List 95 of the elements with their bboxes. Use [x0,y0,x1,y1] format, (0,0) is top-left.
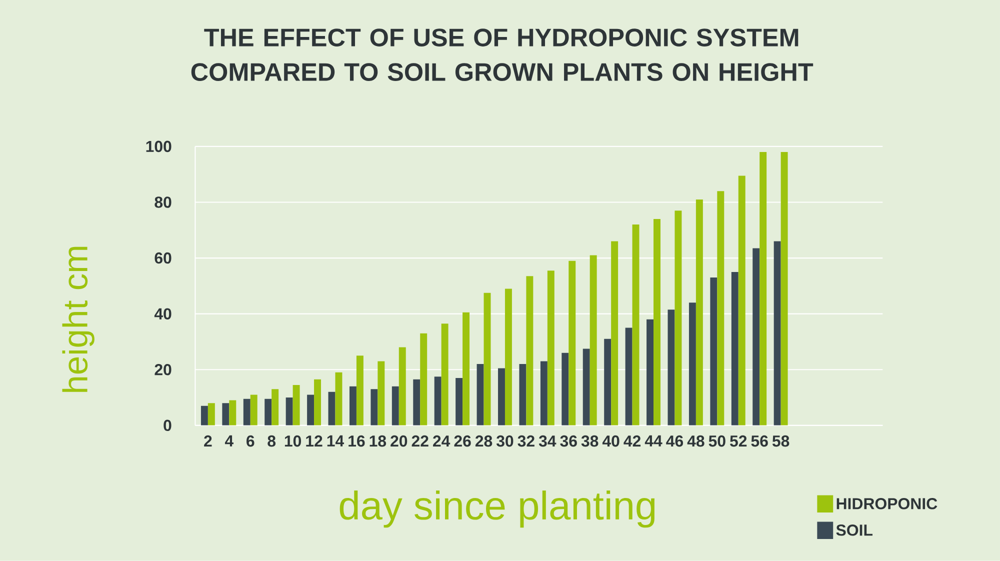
bar [540,361,548,426]
bar [780,152,788,426]
y-tick-label: 20 [154,364,172,376]
bar [272,389,279,426]
bar [200,406,208,426]
x-tick-label: 38 [581,435,598,447]
bar [441,324,448,426]
bar [498,368,505,426]
bar [562,352,569,426]
bar [752,248,760,426]
bar [611,241,618,426]
bar [604,338,612,426]
bar [307,394,314,426]
bar [208,403,215,426]
bar [476,364,484,426]
bar [731,272,738,426]
bar [774,241,781,426]
x-tick-label: 56 [751,435,768,447]
x-tick-label: 6 [246,435,254,447]
x-tick-label: 22 [412,435,428,447]
bar [646,319,654,426]
bar [738,176,746,426]
bar [519,364,526,426]
x-axis-title: day since planting [340,490,655,528]
x-tick-label: 32 [518,435,534,447]
bar [250,394,258,426]
bar [413,379,420,426]
bar [456,378,463,426]
bar [717,191,724,426]
x-tick-label: 50 [708,435,726,447]
legend-label: HIDROPONIC [836,498,938,510]
bar [526,276,534,426]
bar [243,398,250,426]
x-tick-label: 12 [306,435,322,447]
bar [462,312,470,426]
bar [314,379,321,426]
bar [370,389,378,426]
bar [434,376,442,426]
bar [504,288,512,426]
x-tick-label: 46 [666,435,684,447]
bar [378,361,385,426]
bar [547,270,554,426]
bar [398,347,406,426]
x-tick-label: 8 [268,435,276,447]
bar [590,255,597,426]
bar [710,278,718,426]
x-tick-label: 16 [348,435,365,447]
legend-label: SOIL [836,524,872,536]
x-tick-label: 34 [538,435,556,447]
y-tick-label: 80 [154,196,172,208]
bar [222,403,230,426]
bar [264,398,272,426]
bar [668,310,675,426]
chart-title: THE EFFECT OF USE OF HYDROPONIC SYSTEM COMPARED TO SOIL GROWN PLANTS ON HEIGHT [191,28,814,82]
bar [582,348,590,426]
x-tick-label: 48 [687,435,704,447]
x-tick-label: 2 [204,435,212,447]
bar [292,385,300,426]
x-tick-label: 18 [370,435,386,447]
bar [484,292,491,426]
bar [696,200,703,426]
bar [229,400,236,426]
x-tick-label: 30 [496,435,514,447]
x-tick-label: 24 [433,435,450,447]
x-tick-label: 28 [475,435,492,447]
y-tick-label: 40 [154,308,172,320]
y-tick-label: 60 [154,252,172,264]
bar [286,398,293,426]
x-tick-label: 58 [772,435,790,447]
y-axis-title: height cm [62,246,94,392]
bar [349,386,356,426]
bar [674,210,682,426]
x-tick-label: 26 [454,435,471,447]
x-tick-label: 44 [644,435,662,446]
bar [328,392,336,426]
x-tick-label: 20 [390,435,408,447]
bar [760,152,767,426]
bar [654,219,660,426]
x-tick-label: 42 [624,435,641,447]
bar [420,333,428,426]
bar [356,356,364,426]
bar [335,372,342,426]
x-tick-label: 52 [730,435,747,447]
bar [632,224,640,426]
bar [688,302,696,426]
y-tick-label: 0 [164,420,172,432]
x-tick-label: 36 [560,435,577,447]
x-tick-label: 10 [284,435,302,447]
y-tick-label: 100 [146,140,172,152]
x-tick-label: 14 [327,435,344,446]
bar [392,386,399,426]
x-tick-label: 40 [602,435,620,447]
bar [625,328,632,426]
x-tick-label: 4 [224,435,234,446]
bar [568,260,576,426]
